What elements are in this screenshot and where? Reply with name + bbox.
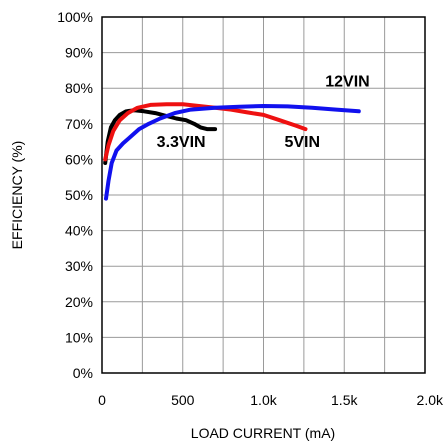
x-tick-label: 500 (171, 392, 195, 408)
series-line-5vin (103, 102, 308, 162)
x-axis-title: LOAD CURRENT (mA) (191, 425, 335, 441)
y-tick-label: 70% (65, 116, 93, 132)
series-label-3-3vin: 3.3VIN (157, 134, 206, 151)
y-tick-label: 20% (65, 294, 93, 310)
y-tick-label: 40% (65, 223, 93, 239)
series-labels: 3.3VIN 5VIN 12VIN (157, 73, 370, 151)
x-tick-label: 1.5k (331, 392, 358, 408)
y-tick-label: 30% (65, 258, 93, 274)
y-tick-label: 50% (65, 187, 93, 203)
y-tick-label: 10% (65, 329, 93, 345)
y-axis-title: EFFICIENCY (%) (9, 141, 25, 250)
series-label-5vin: 5VIN (284, 134, 320, 151)
y-tick-label: 60% (65, 151, 93, 167)
series-line-3-3vin (103, 108, 218, 165)
x-tick-labels: 0 500 1.0k 1.5k 2.0k (98, 392, 444, 408)
series-line-12vin (104, 104, 361, 201)
x-tick-label: 2.0k (417, 392, 444, 408)
y-tick-label: 90% (65, 45, 93, 61)
series-label-12vin: 12VIN (325, 73, 369, 90)
plot-frame (101, 16, 426, 374)
x-tick-label: 0 (98, 392, 106, 408)
y-tick-labels: 0% 10% 20% 30% 40% 50% 60% 70% 80% 90% 100% (57, 9, 93, 381)
y-tick-label: 100% (57, 9, 93, 25)
y-tick-label: 0% (73, 365, 93, 381)
y-tick-label: 80% (65, 80, 93, 96)
x-tick-label: 1.0k (250, 392, 277, 408)
series-lines (103, 102, 361, 201)
grid (102, 17, 425, 373)
